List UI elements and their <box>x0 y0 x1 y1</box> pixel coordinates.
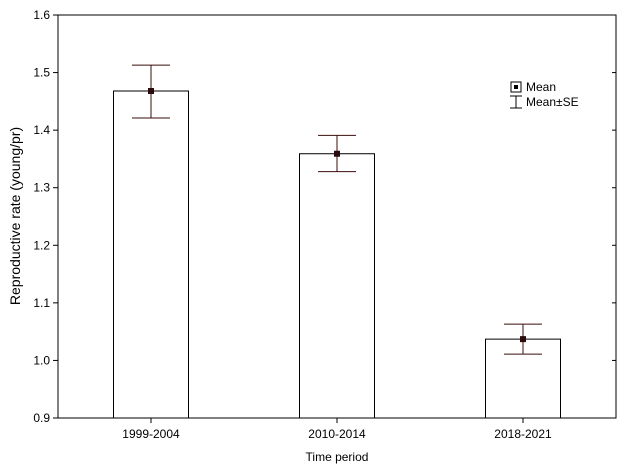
y-tick-label-1.0: 1.0 <box>33 353 50 367</box>
y-tick-label-1.1: 1.1 <box>33 296 50 310</box>
x-tick-label-1999-2004: 1999-2004 <box>122 427 180 441</box>
bars-group <box>113 90 561 419</box>
bar-1999-2004 <box>113 90 189 419</box>
y-axis-title: Reproductive rate (young/pr) <box>7 127 23 305</box>
y-tick-label-1.5: 1.5 <box>33 66 50 80</box>
legend-mean-label: Mean <box>526 80 556 94</box>
mean-marker-2018-2021 <box>520 336 526 343</box>
x-tick-label-2018-2021: 2018-2021 <box>494 427 552 441</box>
y-axis-ticks: 0.9 1.0 1.1 1.2 1.3 1.4 1.5 1.6 <box>33 8 616 425</box>
y-tick-label-1.3: 1.3 <box>33 181 50 195</box>
legend-se-label: Mean±SE <box>526 95 579 109</box>
mean-marker-2010-2014 <box>334 150 340 157</box>
y-tick-label-1.2: 1.2 <box>33 238 50 252</box>
x-axis-title: Time period <box>306 450 369 464</box>
y-tick-label-0.9: 0.9 <box>33 411 50 425</box>
x-axis-ticks: 1999-2004 2010-2014 2018-2021 <box>122 418 552 441</box>
legend-mean-marker-fill-icon <box>514 85 518 89</box>
y-tick-label-1.6: 1.6 <box>33 8 50 22</box>
x-tick-label-2010-2014: 2010-2014 <box>308 427 366 441</box>
bar-2010-2014 <box>299 153 375 419</box>
legend: Mean Mean±SE <box>510 80 579 109</box>
mean-markers-group <box>148 87 526 343</box>
mean-marker-1999-2004 <box>148 87 154 94</box>
y-tick-label-1.4: 1.4 <box>33 123 50 137</box>
